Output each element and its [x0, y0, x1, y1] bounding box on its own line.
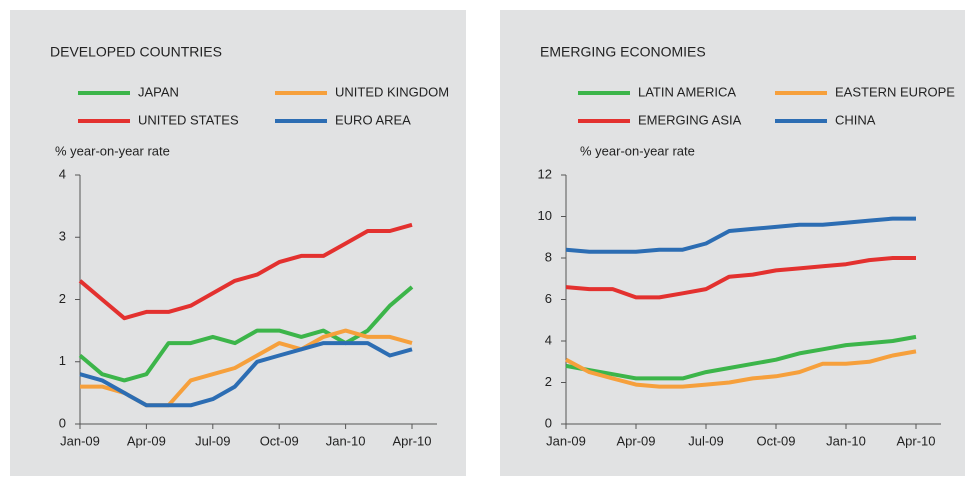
y-tick-label: 6 [545, 291, 552, 306]
x-tick-label: Jan-09 [546, 433, 586, 448]
y-tick-label: 1 [59, 353, 66, 368]
y-tick-label: 4 [59, 166, 66, 181]
y-tick-label: 12 [538, 166, 552, 181]
y-tick-label: 8 [545, 249, 552, 264]
legend-label: EURO AREA [335, 112, 411, 127]
legend-label: LATIN AMERICA [638, 84, 736, 99]
y-tick-label: 2 [545, 374, 552, 389]
chart-title: EMERGING ECONOMIES [540, 44, 706, 60]
series-line [78, 285, 414, 383]
series-line [78, 222, 413, 321]
legend-label: JAPAN [138, 84, 179, 99]
legend-label: UNITED KINGDOM [335, 84, 449, 99]
y-axis-label: % year-on-year rate [580, 143, 695, 158]
x-tick-label: Jul-09 [688, 433, 723, 448]
series-line [565, 349, 917, 389]
y-tick-label: 10 [538, 208, 552, 223]
panel [10, 10, 466, 476]
y-tick-label: 4 [545, 332, 552, 347]
y-axis-label: % year-on-year rate [55, 143, 170, 158]
x-tick-label: Jul-09 [195, 433, 230, 448]
y-tick-label: 2 [59, 291, 66, 306]
x-tick-label: Oct-09 [756, 433, 795, 448]
series-line [79, 341, 413, 408]
x-tick-label: Jan-10 [326, 433, 366, 448]
series-line [565, 256, 916, 300]
x-tick-label: Apr-09 [127, 433, 166, 448]
x-tick-label: Jan-10 [826, 433, 866, 448]
y-tick-label: 0 [545, 415, 552, 430]
x-tick-label: Jan-09 [60, 433, 100, 448]
legend-label: CHINA [835, 112, 876, 127]
x-tick-label: Oct-09 [260, 433, 299, 448]
legend-label: UNITED STATES [138, 112, 239, 127]
series-line [565, 334, 917, 381]
y-tick-label: 0 [59, 415, 66, 430]
x-tick-label: Apr-10 [896, 433, 935, 448]
legend-label: EMERGING ASIA [638, 112, 742, 127]
chart-title: DEVELOPED COUNTRIES [50, 44, 222, 60]
series-line [565, 216, 916, 254]
panel [500, 10, 965, 476]
x-tick-label: Apr-10 [392, 433, 431, 448]
x-tick-label: Apr-09 [616, 433, 655, 448]
y-tick-label: 3 [59, 229, 66, 244]
legend-label: EASTERN EUROPE [835, 84, 955, 99]
